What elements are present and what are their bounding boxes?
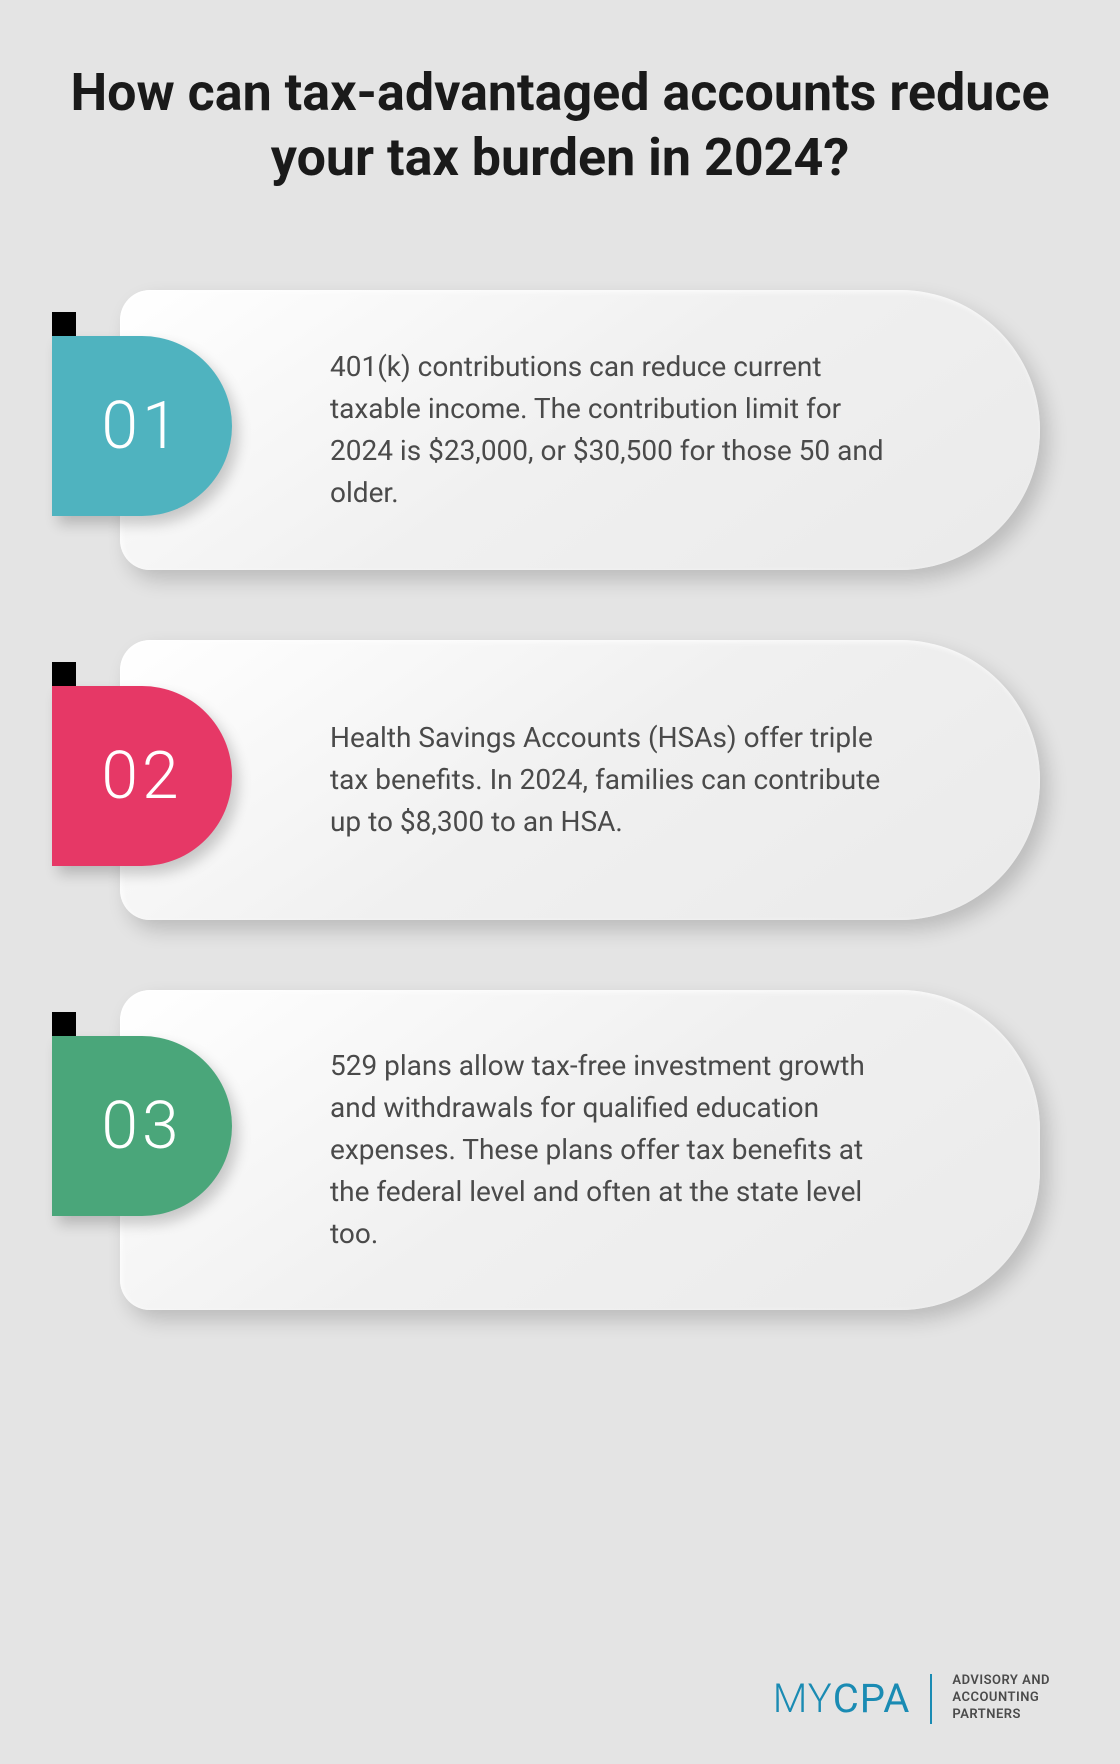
card-text: 529 plans allow tax-free investment grow… xyxy=(330,1045,900,1255)
badge-number: 01 xyxy=(101,388,182,465)
logo-brand: MYCPA xyxy=(773,1675,911,1722)
ribbon-fold xyxy=(52,1012,76,1036)
ribbon-fold xyxy=(52,662,76,686)
logo-tagline: ADVISORY AND ACCOUNTING PARTNERS xyxy=(952,1673,1050,1724)
card-text: Health Savings Accounts (HSAs) offer tri… xyxy=(330,717,900,843)
list-item: 03 529 plans allow tax-free investment g… xyxy=(70,990,1050,1310)
badge-number: 03 xyxy=(101,1088,182,1165)
info-card: Health Savings Accounts (HSAs) offer tri… xyxy=(120,640,1040,920)
footer-logo: MYCPA ADVISORY AND ACCOUNTING PARTNERS xyxy=(70,1673,1050,1724)
info-card: 401(k) contributions can reduce current … xyxy=(120,290,1040,570)
number-badge: 01 xyxy=(52,336,232,516)
list-item: 01 401(k) contributions can reduce curre… xyxy=(70,290,1050,570)
ribbon-fold xyxy=(52,312,76,336)
number-badge: 02 xyxy=(52,686,232,866)
items-list: 01 401(k) contributions can reduce curre… xyxy=(70,290,1050,1310)
number-badge: 03 xyxy=(52,1036,232,1216)
page-title: How can tax-advantaged accounts reduce y… xyxy=(70,60,1050,190)
badge-number: 02 xyxy=(101,738,182,815)
logo-divider xyxy=(930,1674,932,1724)
card-text: 401(k) contributions can reduce current … xyxy=(330,346,900,514)
info-card: 529 plans allow tax-free investment grow… xyxy=(120,990,1040,1310)
list-item: 02 Health Savings Accounts (HSAs) offer … xyxy=(70,640,1050,920)
